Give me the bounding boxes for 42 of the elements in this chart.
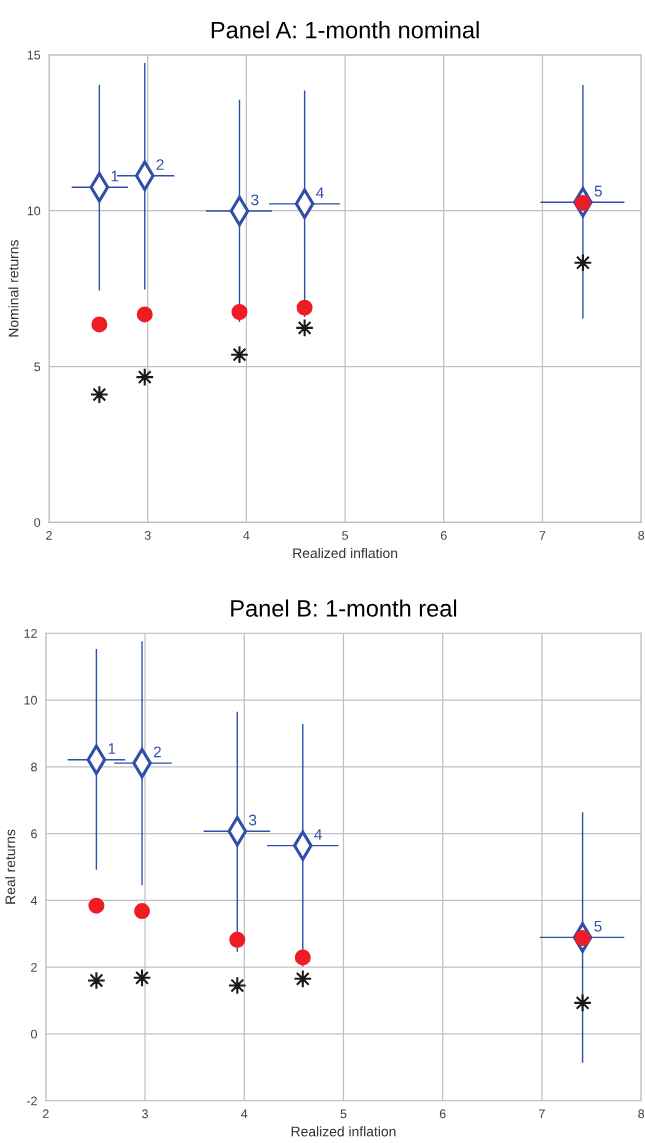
x-tick-label: 3 <box>142 1109 148 1119</box>
y-axis-title: Real returns <box>5 829 16 904</box>
x-tick-label: 2 <box>42 1109 49 1119</box>
x-tick-label: 5 <box>342 531 349 540</box>
x-axis-title: Realized inflation <box>293 547 398 559</box>
x-tick-label: 4 <box>243 531 250 540</box>
annotation: 5 <box>594 185 602 197</box>
x-tick-label: 4 <box>241 1109 248 1119</box>
annotation: 2 <box>156 159 164 170</box>
annotation: 5 <box>594 920 602 932</box>
y-tick-label: 10 <box>24 695 37 705</box>
y-tick-label: 10 <box>27 206 41 216</box>
annotation: 4 <box>316 187 324 198</box>
y-tick-label: 15 <box>27 50 41 60</box>
y-tick-label: 4 <box>30 896 38 905</box>
y-tick-label: 0 <box>34 518 41 527</box>
y-tick-label: 12 <box>24 629 37 638</box>
x-tick-label: 7 <box>539 531 546 540</box>
annotation: 3 <box>251 194 259 206</box>
y-tick-label: 2 <box>31 962 37 972</box>
x-tick-label: 8 <box>638 531 645 540</box>
annotation: 3 <box>248 814 257 826</box>
annotation: 1 <box>111 170 119 182</box>
y-tick-label: 6 <box>31 829 37 839</box>
x-tick-label: 2 <box>46 531 52 540</box>
chart-title: Panel B: 1-month real <box>231 599 457 617</box>
y-tick-label: -2 <box>26 1096 37 1106</box>
annotation: 4 <box>314 829 322 840</box>
chart-title: Panel A: 1-month nominal <box>211 21 479 39</box>
y-tick-label: 8 <box>31 762 37 772</box>
x-tick-label: 7 <box>539 1109 545 1119</box>
y-axis-title: Nominal returns <box>8 240 19 337</box>
annotation: 1 <box>108 743 116 754</box>
annotation: 2 <box>153 746 161 758</box>
x-tick-label: 6 <box>440 531 447 540</box>
y-tick-label: 5 <box>34 362 41 372</box>
y-tick-label: 0 <box>31 1029 37 1039</box>
x-tick-label: 5 <box>340 1109 347 1119</box>
x-axis-title: Realized inflation <box>291 1126 396 1137</box>
x-tick-label: 8 <box>638 1109 645 1119</box>
x-tick-label: 3 <box>144 531 151 540</box>
x-tick-label: 6 <box>439 1109 446 1119</box>
